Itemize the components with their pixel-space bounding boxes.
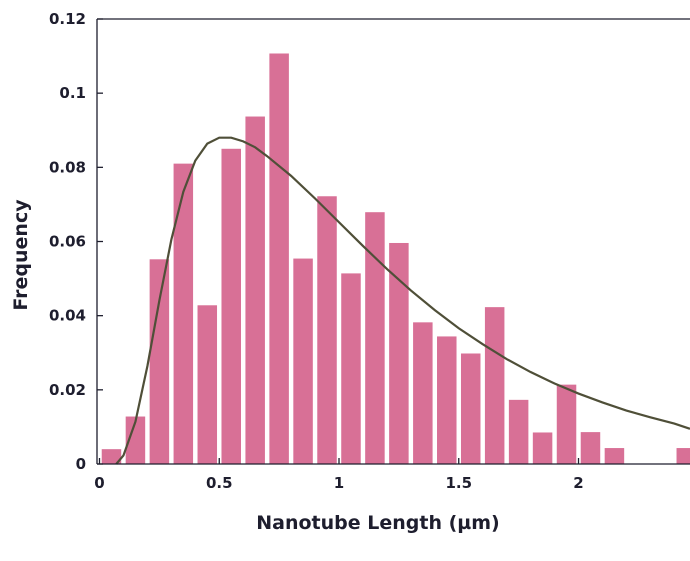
histogram-bar-18 <box>532 432 553 464</box>
x-tick-label-0: 0 <box>94 474 104 492</box>
y-tick-label-0: 0 <box>76 455 86 473</box>
y-tick-label-2: 0.04 <box>49 307 86 325</box>
y-axis-title: Frequency <box>10 199 32 311</box>
y-tick-label-5: 0.1 <box>59 84 86 102</box>
histogram-bar-12 <box>389 242 409 464</box>
y-tick-label-3: 0.06 <box>49 233 86 251</box>
histogram-bar-17 <box>508 399 529 464</box>
x-tick-label-4: 2 <box>573 474 583 492</box>
histogram-bar-3 <box>173 163 194 465</box>
histogram-bar-20 <box>580 432 601 464</box>
histogram-bar-15 <box>460 353 481 464</box>
histogram-bar-13 <box>413 322 433 464</box>
histogram-bar-7 <box>269 53 289 465</box>
fit-curve-layer <box>115 136 690 465</box>
x-tick-label-1: 0.5 <box>206 474 233 492</box>
histogram-bar-0 <box>101 449 122 464</box>
histogram-bar-5 <box>221 148 241 465</box>
x-tick-label-3: 1.5 <box>445 474 472 492</box>
histogram-bar-14 <box>437 336 457 464</box>
x-ticks: 0 0.5 1 1.5 2 <box>94 458 584 492</box>
histogram-bar-24 <box>676 448 690 464</box>
y-tick-label-1: 0.02 <box>49 381 86 399</box>
histogram-bar-10 <box>341 273 361 464</box>
histogram-bar-8 <box>293 258 313 464</box>
histogram-bar-6 <box>245 116 265 464</box>
histogram-bar-2 <box>149 259 170 464</box>
fit-curve <box>115 136 690 465</box>
x-axis-title: Nanotube Length (µm) <box>256 512 500 534</box>
histogram-bar-16 <box>484 307 505 464</box>
y-tick-label-4: 0.08 <box>49 158 86 176</box>
histogram-bar-1 <box>125 416 146 464</box>
y-tick-label-6: 0.12 <box>49 10 86 28</box>
histogram-bar-11 <box>365 212 385 464</box>
x-tick-label-2: 1 <box>334 474 344 492</box>
histogram-bar-19 <box>556 384 577 464</box>
histogram-bar-21 <box>604 448 625 464</box>
histogram-bar-4 <box>197 305 218 464</box>
y-ticks: 0 0.02 0.04 0.06 0.08 0.1 0.12 <box>49 10 103 473</box>
histogram-bars <box>101 53 690 465</box>
histogram-bar-9 <box>317 196 337 464</box>
